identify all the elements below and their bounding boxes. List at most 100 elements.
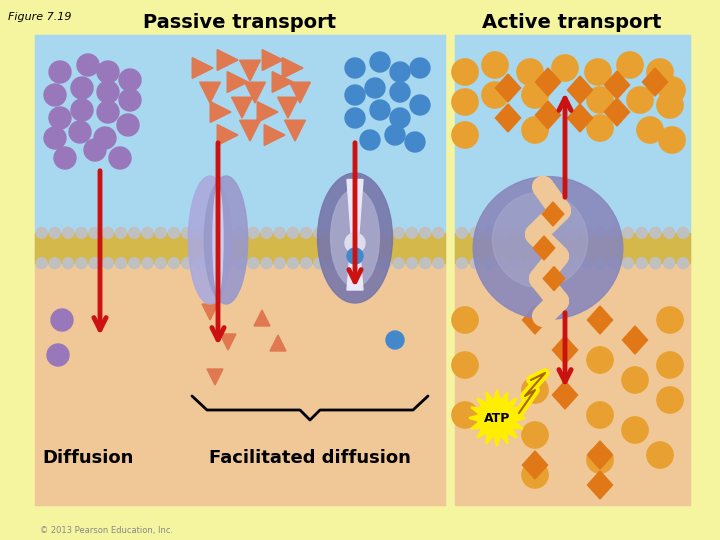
Circle shape (248, 258, 258, 269)
Circle shape (119, 69, 141, 91)
Circle shape (647, 442, 673, 468)
Circle shape (341, 258, 351, 269)
Circle shape (117, 114, 139, 136)
Text: Facilitated diffusion: Facilitated diffusion (209, 449, 411, 467)
Circle shape (63, 258, 73, 269)
Text: Figure 7.19: Figure 7.19 (8, 12, 71, 22)
Circle shape (370, 52, 390, 72)
Circle shape (274, 227, 285, 238)
Circle shape (552, 55, 578, 81)
Circle shape (659, 127, 685, 153)
Circle shape (69, 121, 91, 143)
Circle shape (155, 227, 166, 238)
Circle shape (650, 227, 661, 238)
Text: Passive transport: Passive transport (143, 12, 336, 31)
Circle shape (595, 227, 606, 238)
Circle shape (36, 258, 47, 269)
Circle shape (482, 52, 508, 78)
Polygon shape (217, 125, 238, 145)
Circle shape (581, 258, 592, 269)
Text: ATP: ATP (484, 411, 510, 424)
Circle shape (390, 82, 410, 102)
Circle shape (587, 347, 613, 373)
Polygon shape (604, 98, 629, 126)
Circle shape (109, 147, 131, 169)
Bar (455, 35, 690, 248)
Circle shape (664, 258, 675, 269)
Circle shape (420, 227, 431, 238)
Circle shape (115, 227, 127, 238)
Circle shape (452, 59, 478, 85)
Circle shape (208, 227, 219, 238)
Circle shape (482, 82, 508, 108)
Text: Active transport: Active transport (482, 12, 662, 31)
Circle shape (385, 125, 405, 145)
Circle shape (484, 227, 495, 238)
Circle shape (36, 227, 47, 238)
Circle shape (287, 227, 298, 238)
Circle shape (380, 227, 391, 238)
Bar (35, 248, 445, 505)
Circle shape (345, 233, 365, 253)
Circle shape (498, 227, 509, 238)
Polygon shape (284, 120, 305, 141)
Circle shape (195, 258, 206, 269)
Polygon shape (534, 236, 555, 260)
Polygon shape (210, 102, 231, 123)
Polygon shape (543, 267, 564, 291)
Circle shape (433, 227, 444, 238)
Polygon shape (217, 50, 238, 70)
Polygon shape (495, 74, 521, 102)
Circle shape (390, 62, 410, 82)
Circle shape (420, 258, 431, 269)
Circle shape (97, 101, 119, 123)
Circle shape (452, 402, 478, 428)
Circle shape (617, 52, 643, 78)
Circle shape (347, 248, 363, 264)
Circle shape (539, 227, 550, 238)
Ellipse shape (318, 173, 392, 303)
Ellipse shape (492, 192, 588, 288)
Circle shape (657, 307, 683, 333)
Circle shape (390, 108, 410, 128)
Polygon shape (254, 310, 270, 326)
Circle shape (657, 387, 683, 413)
Circle shape (287, 258, 298, 269)
Polygon shape (347, 243, 363, 290)
Circle shape (195, 227, 206, 238)
Circle shape (360, 130, 380, 150)
Polygon shape (588, 441, 613, 469)
Circle shape (49, 61, 71, 83)
Circle shape (587, 447, 613, 473)
Circle shape (553, 227, 564, 238)
Ellipse shape (189, 176, 232, 304)
Circle shape (517, 59, 543, 85)
Circle shape (76, 227, 87, 238)
Circle shape (341, 227, 351, 238)
Circle shape (470, 227, 481, 238)
Circle shape (345, 85, 365, 105)
Circle shape (456, 227, 467, 238)
Circle shape (522, 422, 548, 448)
Polygon shape (270, 335, 286, 351)
Circle shape (456, 258, 467, 269)
Circle shape (678, 258, 688, 269)
Polygon shape (257, 102, 278, 123)
Circle shape (181, 258, 192, 269)
Circle shape (314, 227, 325, 238)
Circle shape (587, 87, 613, 113)
Circle shape (235, 258, 246, 269)
Ellipse shape (330, 189, 379, 287)
Circle shape (484, 258, 495, 269)
Circle shape (622, 367, 648, 393)
Circle shape (587, 402, 613, 428)
Circle shape (553, 258, 564, 269)
Circle shape (49, 107, 71, 129)
Ellipse shape (473, 177, 623, 319)
Circle shape (63, 227, 73, 238)
Circle shape (47, 344, 69, 366)
Circle shape (636, 227, 647, 238)
Polygon shape (536, 68, 561, 96)
Polygon shape (289, 82, 310, 103)
Circle shape (345, 58, 365, 78)
